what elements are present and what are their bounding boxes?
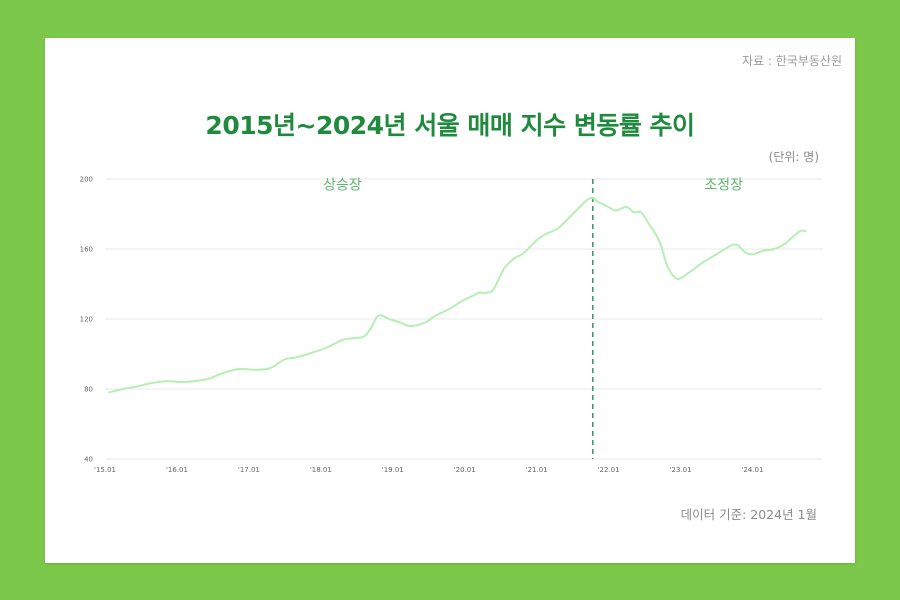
x-tick-label: '17.01	[238, 466, 260, 474]
phase-annotation-label: 조정장	[704, 178, 743, 194]
x-tick-label: '22.01	[598, 466, 620, 474]
x-tick-label: '20.01	[454, 466, 476, 474]
y-tick-label: 80	[84, 386, 93, 394]
x-tick-label: '18.01	[310, 466, 332, 474]
chart-card: 자료 : 한국부동산원 2015년~2024년 서울 매매 지수 변동률 추이 …	[45, 38, 855, 563]
y-tick-label: 40	[84, 456, 93, 464]
phase-annotations: 상승장 조정장	[323, 178, 743, 194]
phase-annotation-label: 상승장	[323, 178, 362, 194]
y-tick-label: 200	[80, 176, 93, 184]
x-tick-label: '21.01	[526, 466, 548, 474]
unit-label: (단위: 명)	[768, 150, 819, 164]
y-tick-label: 160	[80, 246, 93, 254]
x-tick-label: '15.01	[94, 466, 116, 474]
y-axis-ticks: 40 80 120 160 200	[80, 176, 93, 464]
x-tick-label: '24.01	[742, 466, 764, 474]
y-tick-label: 120	[80, 316, 93, 324]
data-basis-note: 데이터 기준: 2024년 1월	[680, 507, 817, 522]
x-tick-label: '23.01	[670, 466, 692, 474]
x-tick-label: '16.01	[166, 466, 188, 474]
x-axis-ticks: '15.01 '16.01 '17.01 '18.01 '19.01 '20.01 '21.…	[94, 466, 763, 474]
x-tick-label: '19.01	[382, 466, 404, 474]
series-line	[108, 196, 807, 394]
grid-lines	[105, 178, 823, 460]
chart-title: 2015년~2024년 서울 매매 지수 변동률 추이	[205, 111, 695, 140]
source-note: 자료 : 한국부동산원	[742, 54, 842, 68]
